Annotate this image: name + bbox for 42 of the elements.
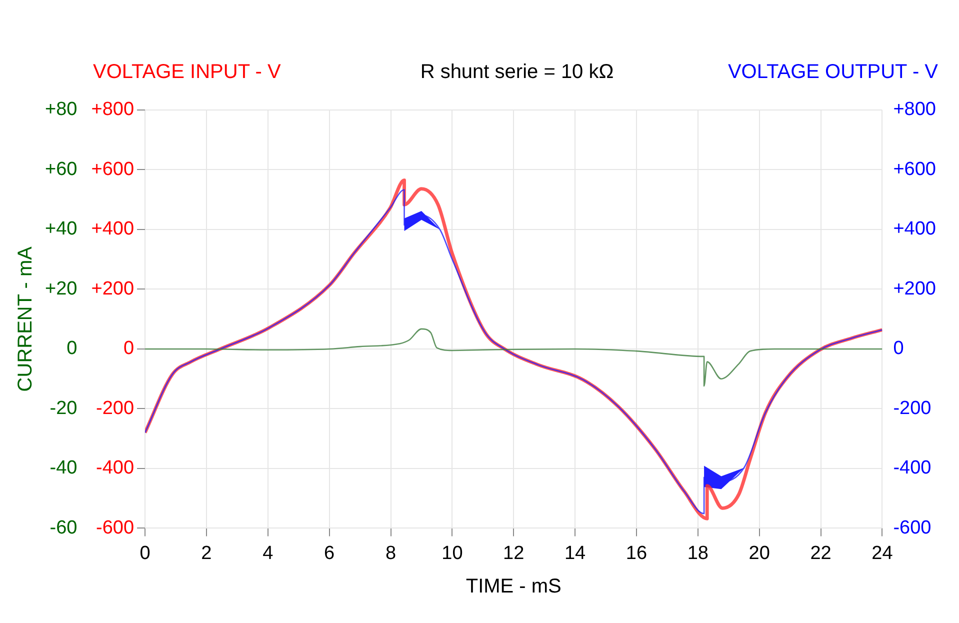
y3-tick-label: +40 <box>44 218 78 240</box>
y2-tick-label: -600 <box>893 517 932 538</box>
y-tick-label: +200 <box>91 278 134 300</box>
y-tick-label: -400 <box>96 458 134 479</box>
x-tick-label: 16 <box>626 542 648 564</box>
x-tick-label: 2 <box>201 542 212 564</box>
x-tick-label: 6 <box>324 542 335 564</box>
y-axis-title: VOLTAGE INPUT - V <box>93 61 282 83</box>
y2-tick-label: -400 <box>893 458 932 479</box>
y3-tick-label: -40 <box>50 458 78 479</box>
y3-axis-title: CURRENT - mA <box>14 246 37 392</box>
x-tick-label: 14 <box>564 542 586 564</box>
x-axis-title: TIME - mS <box>466 576 562 598</box>
y-tick-label: -200 <box>96 398 134 419</box>
y-tick-label: +800 <box>91 99 134 120</box>
y-tick-label: -600 <box>96 517 134 538</box>
x-tick-label: 4 <box>262 542 274 564</box>
y-tick-label: +400 <box>91 218 134 240</box>
y3-tick-label: +20 <box>44 278 78 300</box>
y2-tick-label: +800 <box>893 99 936 120</box>
y2-tick-label: -200 <box>893 398 932 419</box>
y2-tick-label: +400 <box>893 218 936 240</box>
y3-tick-label: -20 <box>50 398 78 419</box>
x-tick-label: 18 <box>687 542 708 564</box>
x-tick-label: 10 <box>442 542 463 564</box>
y2-axis-title: VOLTAGE OUTPUT - V <box>728 61 939 83</box>
y2-tick-label: +600 <box>893 158 936 180</box>
x-tick-label: 0 <box>140 542 150 564</box>
y3-tick-label: 0 <box>66 338 78 360</box>
y2-tick-label: 0 <box>893 338 904 360</box>
y3-tick-label: -60 <box>50 517 78 538</box>
y-tick-label: 0 <box>123 338 134 360</box>
y3-tick-label: +80 <box>44 99 78 120</box>
x-tick-label: 24 <box>872 542 894 564</box>
y3-tick-label: +60 <box>44 158 78 180</box>
x-tick-label: 12 <box>503 542 524 564</box>
y2-tick-label: +200 <box>893 278 936 300</box>
x-tick-label: 8 <box>385 542 396 564</box>
chart-title: R shunt serie = 10 kΩ <box>420 61 614 83</box>
x-tick-label: 20 <box>748 542 770 564</box>
y-tick-label: +600 <box>91 158 134 180</box>
x-tick-label: 22 <box>810 542 832 564</box>
